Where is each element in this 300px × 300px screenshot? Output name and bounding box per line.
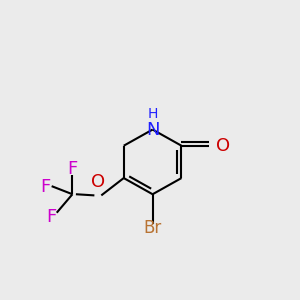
Text: N: N bbox=[146, 121, 159, 139]
Text: O: O bbox=[216, 137, 230, 155]
Text: F: F bbox=[67, 160, 78, 178]
Text: F: F bbox=[46, 208, 57, 226]
Text: O: O bbox=[91, 173, 105, 191]
Text: H: H bbox=[147, 107, 158, 121]
Text: F: F bbox=[40, 178, 51, 196]
Text: Br: Br bbox=[143, 219, 162, 237]
